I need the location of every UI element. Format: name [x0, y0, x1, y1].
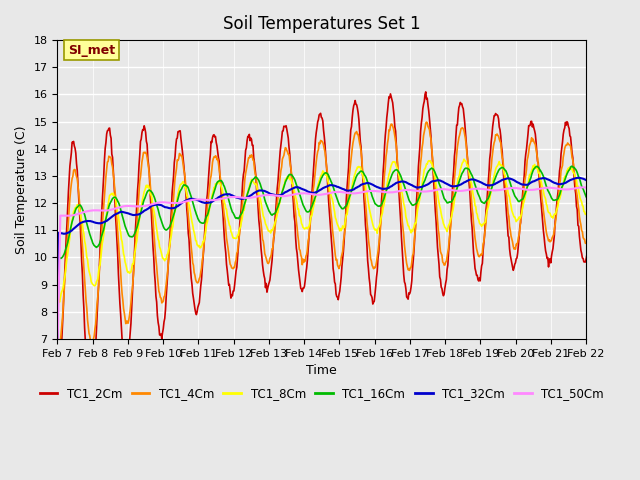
TC1_4Cm — [422, 119, 430, 125]
TC1_2Cm — [397, 235, 405, 241]
TC1_2Cm — [618, 259, 625, 265]
TC1_16Cm — [54, 342, 61, 348]
TC1_50Cm — [618, 336, 625, 342]
TC1_16Cm — [273, 207, 280, 213]
TC1_4Cm — [618, 244, 625, 250]
TC1_2Cm — [422, 89, 429, 95]
TC1_8Cm — [273, 211, 281, 216]
TC1_2Cm — [54, 407, 61, 413]
TC1_16Cm — [223, 192, 231, 198]
TC1_8Cm — [252, 181, 260, 187]
TC1_32Cm — [54, 348, 61, 354]
Legend: TC1_2Cm, TC1_4Cm, TC1_8Cm, TC1_16Cm, TC1_32Cm, TC1_50Cm: TC1_2Cm, TC1_4Cm, TC1_8Cm, TC1_16Cm, TC1… — [35, 383, 609, 405]
TC1_8Cm — [56, 299, 63, 305]
TC1_50Cm — [397, 188, 405, 193]
Line: TC1_4Cm: TC1_4Cm — [58, 122, 621, 362]
TC1_16Cm — [252, 174, 259, 180]
TC1_4Cm — [223, 240, 231, 246]
Line: TC1_2Cm: TC1_2Cm — [58, 92, 621, 410]
TC1_32Cm — [252, 190, 259, 195]
TC1_8Cm — [120, 253, 128, 259]
TC1_50Cm — [614, 184, 622, 190]
TC1_4Cm — [430, 170, 438, 176]
TC1_2Cm — [120, 352, 127, 358]
TC1_8Cm — [430, 169, 438, 175]
TC1_8Cm — [54, 295, 61, 300]
TC1_16Cm — [120, 217, 127, 223]
TC1_32Cm — [120, 209, 127, 215]
TC1_2Cm — [252, 167, 259, 173]
TC1_4Cm — [252, 171, 259, 177]
TC1_32Cm — [223, 192, 231, 197]
Y-axis label: Soil Temperature (C): Soil Temperature (C) — [15, 125, 28, 254]
TC1_8Cm — [398, 191, 406, 196]
Title: Soil Temperatures Set 1: Soil Temperatures Set 1 — [223, 15, 420, 33]
TC1_50Cm — [223, 194, 231, 200]
TC1_50Cm — [54, 352, 61, 358]
TC1_16Cm — [397, 175, 405, 181]
TC1_8Cm — [224, 216, 232, 221]
TC1_50Cm — [252, 194, 259, 200]
TC1_32Cm — [609, 174, 616, 180]
Line: TC1_8Cm: TC1_8Cm — [58, 159, 621, 302]
Line: TC1_16Cm: TC1_16Cm — [58, 166, 621, 345]
TC1_2Cm — [273, 196, 280, 202]
TC1_8Cm — [460, 156, 468, 162]
TC1_8Cm — [618, 212, 625, 217]
TC1_16Cm — [618, 303, 625, 309]
TC1_4Cm — [397, 206, 405, 212]
TC1_4Cm — [54, 360, 61, 365]
X-axis label: Time: Time — [307, 364, 337, 377]
TC1_16Cm — [429, 166, 437, 172]
TC1_32Cm — [429, 179, 437, 184]
TC1_50Cm — [429, 188, 437, 193]
TC1_32Cm — [273, 192, 280, 198]
Line: TC1_50Cm: TC1_50Cm — [58, 187, 621, 355]
TC1_4Cm — [273, 211, 280, 216]
TC1_32Cm — [397, 179, 405, 184]
Text: SI_met: SI_met — [68, 44, 115, 57]
TC1_2Cm — [430, 181, 438, 187]
TC1_50Cm — [273, 193, 280, 199]
Line: TC1_32Cm: TC1_32Cm — [58, 177, 621, 351]
TC1_4Cm — [120, 306, 127, 312]
TC1_16Cm — [604, 163, 612, 169]
TC1_50Cm — [120, 204, 127, 209]
TC1_32Cm — [618, 316, 625, 322]
TC1_2Cm — [223, 267, 231, 273]
